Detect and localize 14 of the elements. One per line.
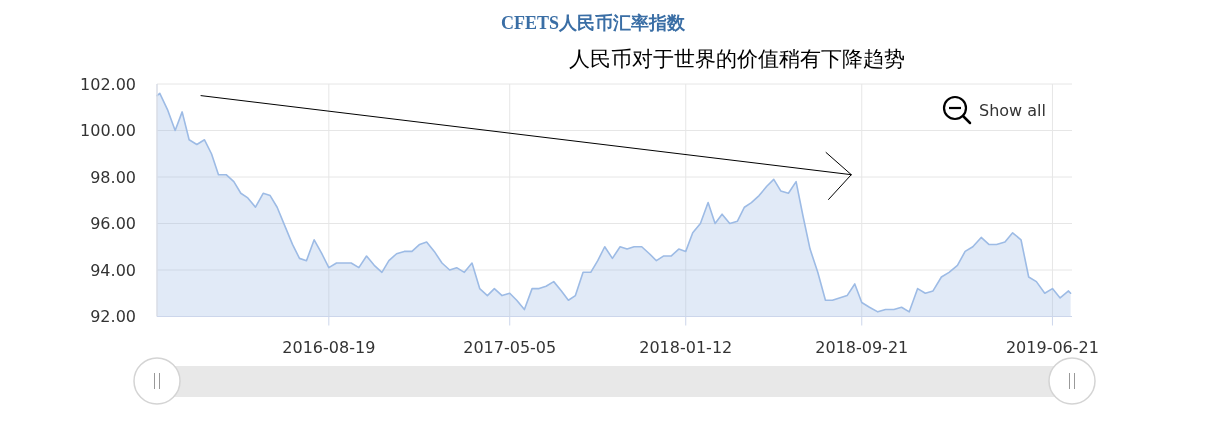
x-tick-label: 2017-05-05 [463, 337, 557, 357]
y-tick-label: 92.00 [90, 307, 136, 326]
x-tick-label: 2018-01-12 [639, 337, 733, 357]
y-tick-label: 102.00 [80, 74, 136, 94]
x-tick-label: 2016-08-19 [282, 337, 376, 357]
y-tick-label: 100.00 [80, 121, 136, 140]
annotation: Show all [979, 101, 1046, 120]
y-tick-label: 96.00 [90, 214, 136, 233]
x-tick-label: 2018-09-21 [815, 337, 909, 357]
y-tick-label: 98.00 [90, 167, 136, 187]
y-tick-label: 94.00 [90, 260, 136, 280]
chart-title: CFETS人民币汇率指数 [500, 13, 686, 33]
chart-subtitle: 人民币对于世界的价值稍有下降趋势 [569, 47, 905, 71]
x-tick-label: 2019-06-21 [1005, 337, 1099, 357]
